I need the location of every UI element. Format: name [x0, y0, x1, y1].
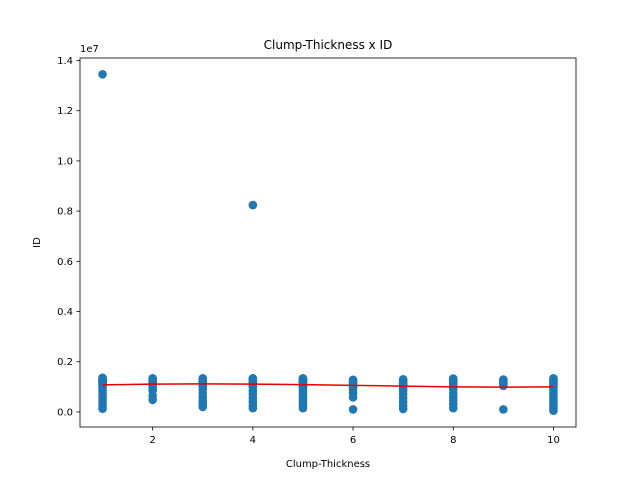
x-axis: 2 4 6 8 10 — [149, 427, 560, 446]
x-tick-label: 6 — [350, 435, 356, 446]
scatter-point — [98, 373, 107, 383]
scatter-point — [348, 405, 358, 414]
y-tick-label: 0.4 — [57, 307, 73, 318]
y-tick-label: 0.2 — [57, 357, 73, 368]
y-offset-text: 1e7 — [80, 44, 99, 55]
scatter-point — [298, 374, 308, 383]
scatter-point — [248, 200, 258, 210]
x-tick-label: 8 — [450, 435, 456, 446]
y-tick-label: 1.0 — [57, 156, 73, 167]
scatter-point — [448, 374, 458, 383]
y-tick-label: 1.4 — [57, 56, 73, 67]
x-axis-label: Clump-Thickness — [286, 459, 370, 470]
scatter-point — [98, 70, 107, 79]
plot-marks — [98, 70, 558, 415]
y-tick-label: 0.6 — [57, 257, 73, 268]
plot-frame — [79, 57, 577, 428]
y-tick-label: 0.8 — [57, 207, 73, 218]
scatter-point — [499, 375, 508, 384]
y-tick-label: 1.2 — [57, 106, 73, 117]
y-axis-label: ID — [32, 237, 43, 248]
scatter-point — [148, 374, 157, 383]
scatter-point — [348, 375, 358, 385]
y-tick-label: 0.0 — [57, 407, 73, 418]
trend-line — [102, 383, 554, 388]
y-axis: 0.0 0.2 0.4 0.6 0.8 1.0 1.2 1.4 — [57, 56, 80, 418]
scatter-point — [499, 405, 508, 414]
scatter-point — [549, 374, 558, 383]
x-tick-label: 10 — [547, 435, 560, 446]
scatter-point — [398, 375, 408, 384]
x-tick-label: 2 — [149, 435, 155, 446]
x-tick-label: 4 — [250, 435, 256, 446]
scatter-point — [198, 374, 208, 383]
chart-title: Clump-Thickness x ID — [264, 38, 393, 52]
scatter-point — [248, 374, 258, 383]
